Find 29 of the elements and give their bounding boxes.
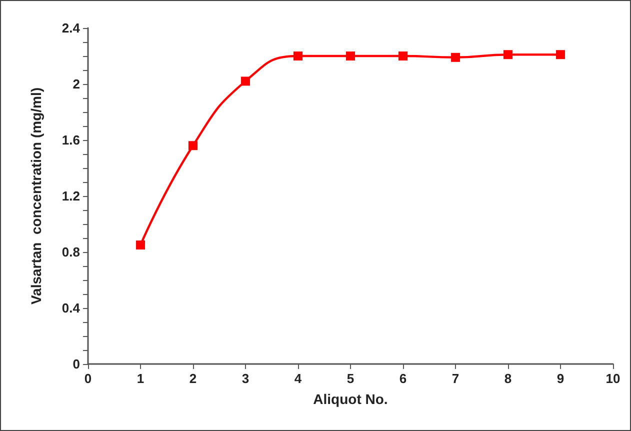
point (346, 52, 355, 60)
point (556, 50, 565, 60)
y-tick-label: 0 (72, 356, 80, 372)
x-tick-label: 9 (556, 371, 564, 386)
y-tick-label: 2 (72, 76, 80, 92)
x-tick-label: 0 (84, 371, 92, 386)
point (398, 52, 408, 60)
x-tick-label: 5 (346, 371, 354, 386)
x-tick-label: 1 (136, 371, 144, 386)
x-axis-title: Aliquot No. (313, 391, 388, 407)
y-tick-label: 1.6 (62, 132, 80, 148)
point (241, 76, 250, 86)
x-tick-label: 6 (399, 371, 407, 386)
point (136, 240, 145, 250)
x-tick-label: 7 (452, 371, 460, 386)
y-tick-label: 2.4 (62, 20, 81, 36)
point (294, 52, 302, 60)
x-tick-label: 10 (606, 371, 620, 386)
point (451, 52, 460, 62)
point (188, 141, 198, 150)
y-tick-label: 0.4 (62, 300, 81, 316)
y-tick-label: 1.2 (62, 188, 80, 204)
y-axis-title: Valsartan concentration (mg/ml) (28, 87, 44, 305)
x-tick-label: 4 (294, 371, 302, 386)
point (504, 50, 512, 60)
x-tick-label: 3 (242, 371, 250, 386)
x-tick-label: 2 (189, 371, 197, 386)
y-tick-label: 0.8 (62, 244, 80, 260)
x-tick-label: 8 (504, 371, 512, 386)
